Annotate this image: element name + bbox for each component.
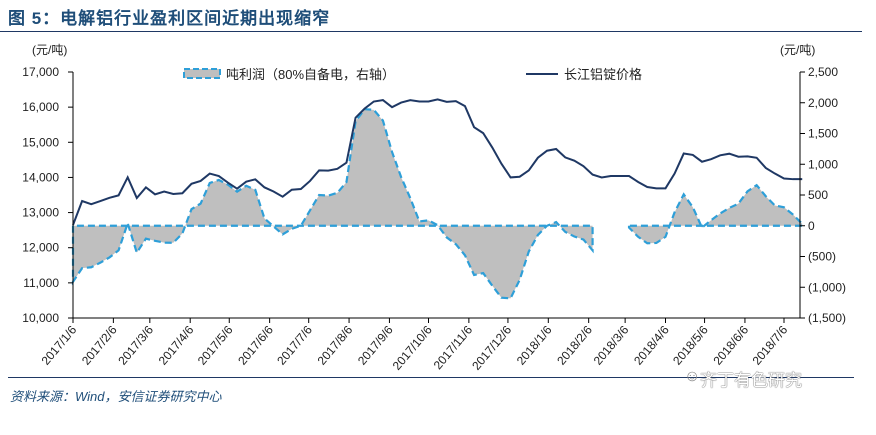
title-divider bbox=[0, 31, 862, 32]
x-tick-label: 2017/11/6 bbox=[431, 323, 476, 372]
x-tick-label: 2018/5/6 bbox=[670, 323, 711, 368]
source-note: 资料来源：Wind，安信证券研究中心 bbox=[10, 389, 222, 404]
x-tick-label: 2017/2/6 bbox=[79, 323, 120, 368]
right-tick-label: (1,000) bbox=[808, 280, 846, 294]
x-tick-label: 2018/2/6 bbox=[554, 323, 595, 368]
profit-area-layer bbox=[71, 108, 804, 300]
left-tick-label: 17,000 bbox=[22, 65, 59, 79]
footer-divider bbox=[8, 377, 854, 378]
right-tick-label: 1,000 bbox=[808, 157, 838, 171]
right-tick-label: 2,000 bbox=[808, 96, 838, 110]
x-tick-label: 2017/8/6 bbox=[315, 323, 356, 368]
right-tick-label: (1,500) bbox=[808, 311, 846, 325]
x-tick-label: 2017/12/6 bbox=[469, 323, 514, 373]
figure-title: 图 5：电解铝行业盈利区间近期出现缩窄 bbox=[8, 9, 331, 28]
x-tick-label: 2017/1/6 bbox=[39, 323, 80, 368]
wechat-icon: ☺ bbox=[684, 368, 701, 385]
right-tick-label: 2,500 bbox=[808, 65, 838, 79]
x-tick-label: 2017/3/6 bbox=[115, 323, 156, 368]
left-tick-label: 12,000 bbox=[22, 241, 59, 255]
right-tick-label: 1,500 bbox=[808, 127, 838, 141]
left-tick-label: 14,000 bbox=[22, 170, 59, 184]
right-tick-label: 500 bbox=[808, 188, 828, 202]
right-tick-label: 0 bbox=[808, 219, 815, 233]
price-line bbox=[72, 98, 803, 226]
legend-swatch-profit bbox=[183, 68, 221, 79]
left-tick-label: 16,000 bbox=[22, 100, 59, 114]
left-tick-label: 15,000 bbox=[22, 135, 59, 149]
x-tick-label: 2017/10/6 bbox=[390, 323, 435, 373]
legend-label-price: 长江铝锭价格 bbox=[564, 67, 642, 82]
left-tick-label: 10,000 bbox=[22, 311, 59, 325]
x-tick-label: 2017/7/6 bbox=[274, 323, 315, 368]
x-tick-label: 2018/7/6 bbox=[750, 323, 791, 368]
x-tick-label: 2017/6/6 bbox=[235, 323, 276, 368]
x-tick-label: 2018/1/6 bbox=[514, 323, 555, 368]
right-axis-unit: (元/吨) bbox=[780, 43, 815, 57]
legend-label-profit: 吨利润（80%自备电，右轴） bbox=[226, 67, 395, 82]
x-tick-label: 2017/5/6 bbox=[195, 323, 236, 368]
x-tick-label: 2018/4/6 bbox=[631, 323, 672, 368]
legend: 吨利润（80%自备电，右轴） 长江铝锭价格 bbox=[183, 67, 642, 82]
profit-area-segment bbox=[71, 108, 594, 300]
x-tick-label: 2018/6/6 bbox=[710, 323, 751, 368]
x-tick-label: 2017/9/6 bbox=[355, 323, 396, 368]
x-tick-label: 2017/4/6 bbox=[156, 323, 197, 368]
right-tick-label: (500) bbox=[808, 250, 836, 264]
watermark: 齐丁有色研究 bbox=[700, 371, 802, 390]
left-tick-label: 11,000 bbox=[23, 276, 59, 290]
left-tick-label: 13,000 bbox=[22, 206, 59, 220]
left-axis-unit: (元/吨) bbox=[32, 43, 67, 57]
profit-area-segment bbox=[627, 183, 804, 245]
price-line-layer bbox=[72, 98, 803, 226]
x-tick-label: 2018/3/6 bbox=[591, 323, 632, 368]
